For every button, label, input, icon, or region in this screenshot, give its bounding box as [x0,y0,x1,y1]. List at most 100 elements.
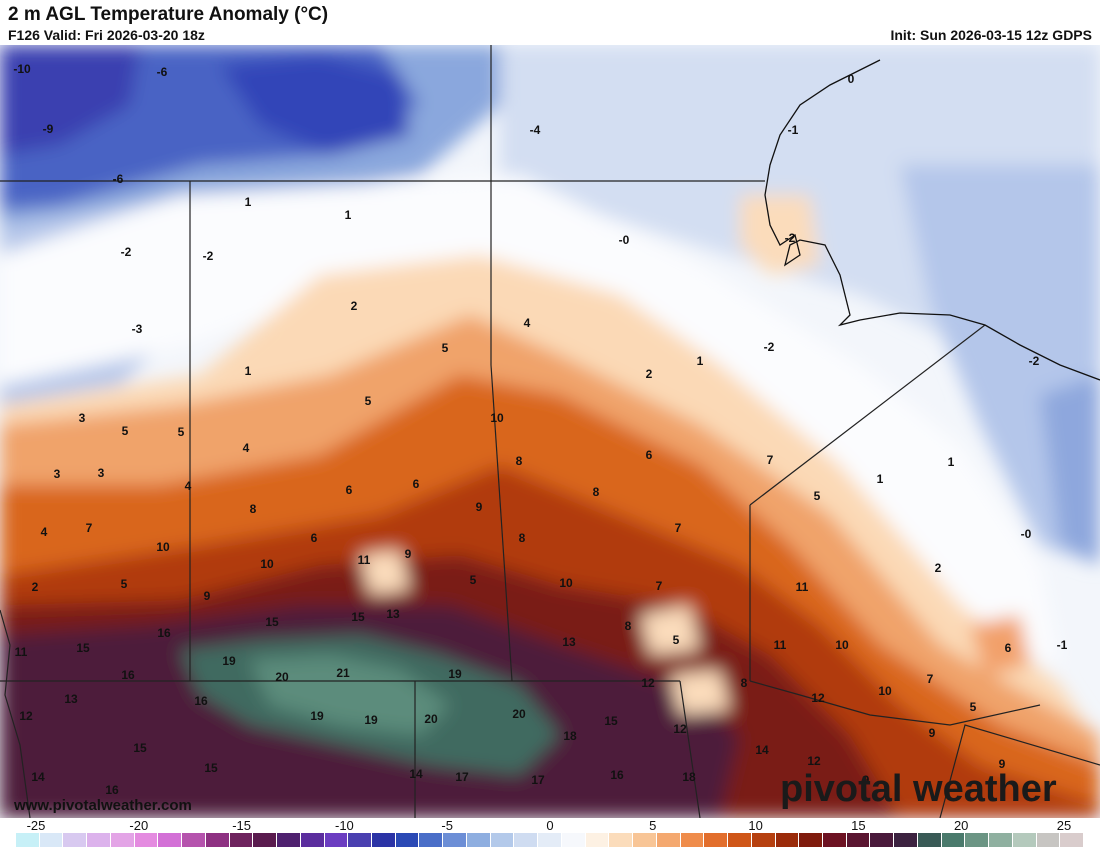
colorbar-swatch [419,833,444,847]
anomaly-label: 14 [409,767,423,781]
anomaly-label: 5 [673,633,680,647]
colorbar-swatch [348,833,373,847]
anomaly-label: 1 [697,354,704,368]
colorbar-swatch [324,833,349,847]
anomaly-label: -2 [785,231,796,245]
anomaly-label: 7 [767,453,774,467]
colorbar-tick-label: 25 [1056,818,1072,833]
colorbar-swatch [372,833,396,847]
colorbar-tick-label: 15 [851,818,866,833]
colorbar-swatch [1012,833,1037,847]
valid-time: F126 Valid: Fri 2026-03-20 18z [8,27,205,43]
anomaly-label: 8 [593,485,600,499]
anomaly-label: -2 [203,249,214,263]
anomaly-label: 12 [811,691,825,705]
anomaly-label: 15 [265,615,279,629]
anomaly-label: 7 [927,672,934,686]
colorbar-swatch [514,833,539,847]
anomaly-label: 20 [275,670,289,684]
colorbar-swatch [490,833,515,847]
anomaly-label: 9 [204,589,211,603]
colorbar-swatch [443,833,467,847]
anomaly-label: 1 [345,208,352,222]
anomaly-label: 5 [442,341,449,355]
colorbar-swatch [134,833,159,847]
anomaly-label: 3 [54,467,61,481]
anomaly-label: 8 [625,619,632,633]
anomaly-label: 5 [178,425,185,439]
colorbar-swatch [182,833,206,847]
anomaly-label: 0 [848,72,855,86]
anomaly-label: 15 [76,641,90,655]
colorbar-swatch [917,833,942,847]
anomaly-label: 19 [448,667,462,681]
anomaly-label: 10 [559,576,573,590]
colorbar-swatch [585,833,610,847]
colorbar-swatch [704,833,729,847]
anomaly-label: -2 [1029,354,1040,368]
anomaly-label: 11 [15,645,28,659]
map-title: 2 m AGL Temperature Anomaly (°C) [8,4,329,25]
anomaly-label: 2 [646,367,653,381]
anomaly-label: 13 [386,607,400,621]
anomaly-label: -4 [530,123,541,137]
anomaly-label: 18 [682,770,696,784]
header: 2 m AGL Temperature Anomaly (°C) F126 Va… [0,0,1100,45]
init-time: Init: Sun 2026-03-15 12z GDPS [890,27,1092,43]
colorbar-tick-label: 0 [546,818,554,833]
colorbar-swatch [277,833,301,847]
colorbar-swatch [63,833,88,847]
anomaly-label: -0 [1021,527,1032,541]
anomaly-label: 11 [358,553,371,567]
colorbar-swatch [205,833,230,847]
colorbar-swatch [39,833,64,847]
anomaly-label: 7 [86,521,93,535]
anomaly-label: 8 [519,531,526,545]
anomaly-label: 16 [121,668,135,682]
anomaly-label: 16 [610,768,624,782]
colorbar-swatch [870,833,895,847]
anomaly-label: -1 [788,123,799,137]
anomaly-label: 5 [121,577,128,591]
colorbar-swatch [158,833,183,847]
colorbar [16,833,1085,847]
anomaly-label: 10 [835,638,849,652]
colorbar-swatch [300,833,325,847]
colorbar-tick-label: -20 [129,818,149,833]
anomaly-label: -1 [1057,638,1068,652]
colorbar-swatch [1036,833,1061,847]
anomaly-label: 14 [31,770,45,784]
anomaly-label: 1 [245,195,252,209]
anomaly-label: 8 [250,502,257,516]
anomaly-label: 1 [245,364,252,378]
anomaly-label: 16 [194,694,208,708]
colorbar-tick-label: 5 [649,818,657,833]
colorbar-swatch [253,833,278,847]
anomaly-label: 11 [774,638,787,652]
anomaly-label: 1 [877,472,884,486]
anomaly-map[interactable]: -10 -6 -9 -4 0 -1 -6 1 1 -0 -2 -2 -2 2 4 -3 5 -2 1 2 -2 1 5 3 10… [0,45,1100,818]
anomaly-label: 13 [64,692,78,706]
site-url: www.pivotalweather.com [14,797,192,814]
colorbar-tick-label: -25 [26,818,46,833]
anomaly-label: 5 [365,394,372,408]
anomaly-label: -6 [113,172,124,186]
anomaly-label: 4 [524,316,531,330]
anomaly-label: -6 [157,65,168,79]
colorbar-tick-label: 10 [748,818,763,833]
anomaly-label: 7 [675,521,682,535]
anomaly-label: 17 [531,773,545,787]
colorbar-tick-label: 20 [953,818,969,833]
anomaly-label: 11 [796,580,809,594]
colorbar-swatch [799,833,823,847]
anomaly-label: 19 [364,713,378,727]
anomaly-label: 13 [562,635,576,649]
anomaly-label: -3 [132,322,143,336]
anomaly-label: -2 [764,340,775,354]
anomaly-label: 16 [157,626,171,640]
anomaly-label: 19 [310,709,324,723]
anomaly-label: 2 [32,580,39,594]
anomaly-label: 6 [311,531,318,545]
anomaly-label: 1 [948,455,955,469]
